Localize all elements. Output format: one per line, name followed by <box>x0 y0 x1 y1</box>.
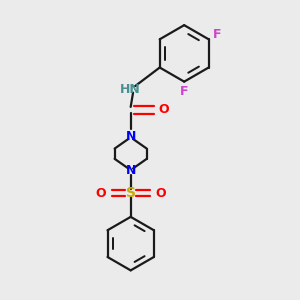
Text: O: O <box>96 187 106 200</box>
Text: N: N <box>125 130 136 143</box>
Text: O: O <box>155 187 166 200</box>
Text: HN: HN <box>120 82 141 96</box>
Text: F: F <box>213 28 221 41</box>
Text: F: F <box>180 85 188 98</box>
Text: O: O <box>159 103 169 116</box>
Text: N: N <box>125 164 136 177</box>
Text: S: S <box>126 186 136 200</box>
